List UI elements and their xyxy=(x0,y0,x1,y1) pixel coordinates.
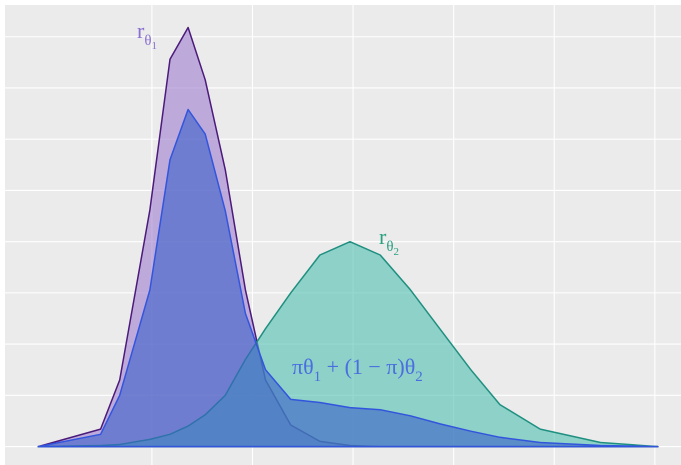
label-part: 2 xyxy=(415,369,423,385)
label-part: 1 xyxy=(314,369,322,385)
label-part: r xyxy=(379,224,387,249)
label-part: 1 xyxy=(152,40,158,52)
label-part: πθ xyxy=(292,354,314,379)
density-area xyxy=(37,108,659,448)
label-part: θ xyxy=(386,239,393,255)
label-part: θ xyxy=(144,33,151,49)
label-part: 2 xyxy=(394,246,400,258)
label-part: + (1 − π)θ xyxy=(321,354,415,379)
label-part: r xyxy=(137,18,145,43)
curve-label: πθ1 + (1 − π)θ2 xyxy=(292,354,423,385)
curve-label: rθ1 xyxy=(137,18,157,52)
curve-label: rθ2 xyxy=(379,224,399,258)
